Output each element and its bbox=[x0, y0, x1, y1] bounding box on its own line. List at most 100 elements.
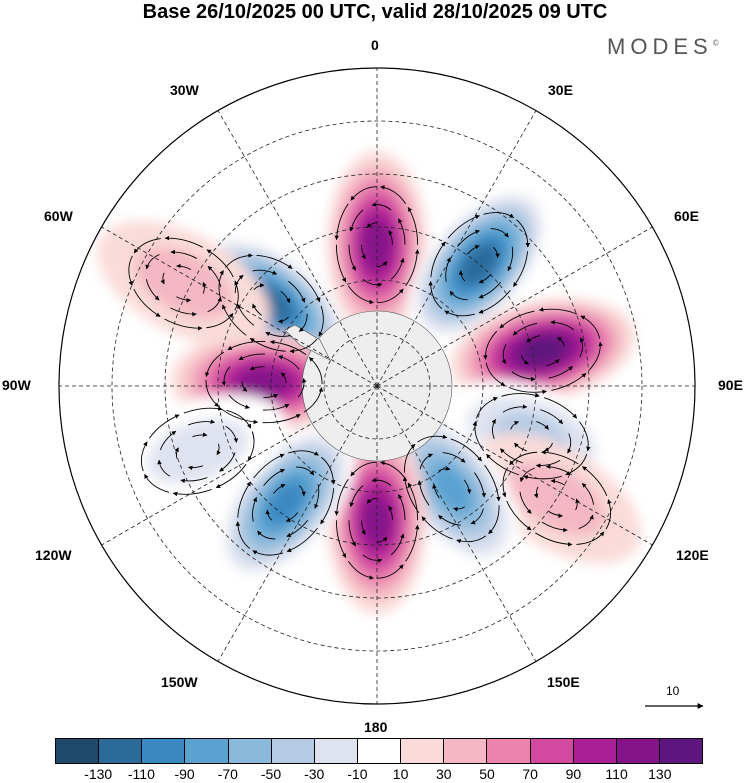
wind-streamline bbox=[417, 480, 430, 506]
lon-label-180: 180 bbox=[364, 719, 388, 735]
wind-streamline bbox=[263, 468, 285, 487]
wind-streamline bbox=[133, 288, 161, 317]
wind-streamline bbox=[458, 270, 466, 282]
wind-streamline bbox=[237, 303, 255, 326]
lon-label-90w: 90W bbox=[2, 377, 31, 393]
wind-streamline bbox=[403, 443, 416, 473]
wind-streamline bbox=[565, 454, 588, 476]
wind-streamline bbox=[538, 307, 578, 315]
wind-streamline bbox=[523, 475, 562, 480]
colorbar-cell bbox=[314, 739, 358, 763]
wind-streamline bbox=[253, 283, 265, 291]
wind-streamline bbox=[491, 419, 497, 440]
colorbar-tick-label: -130 bbox=[84, 766, 113, 782]
wind-streamline bbox=[318, 305, 324, 337]
wind-streamlines bbox=[128, 185, 612, 580]
wind-streamline bbox=[376, 288, 404, 304]
wind-streamline bbox=[541, 450, 579, 465]
wind-streamline bbox=[288, 450, 319, 456]
wind-streamline bbox=[417, 434, 448, 443]
wind-streamline bbox=[141, 441, 148, 472]
wind-streamline bbox=[145, 279, 160, 301]
wind-streamline bbox=[347, 285, 374, 305]
wind-streamline bbox=[160, 272, 165, 285]
wind-reference-label: 10 bbox=[666, 684, 680, 698]
wind-streamline bbox=[273, 483, 286, 494]
wind-streamline bbox=[478, 290, 511, 314]
wind-streamline bbox=[588, 341, 603, 371]
colorbar-cell bbox=[530, 739, 574, 763]
wind-streamline bbox=[334, 478, 349, 516]
wind-streamline bbox=[567, 433, 572, 454]
wind-streamline bbox=[170, 307, 197, 317]
wind-streamline bbox=[502, 404, 528, 413]
wind-streamline bbox=[215, 463, 247, 488]
latitude-circle bbox=[323, 332, 431, 440]
wind-streamline bbox=[398, 218, 406, 245]
wind-streamline bbox=[288, 280, 306, 303]
wind-streamline bbox=[263, 393, 279, 399]
wind-streamline bbox=[128, 255, 133, 286]
colorbar-tick-label: -70 bbox=[217, 766, 238, 782]
wind-streamline bbox=[227, 341, 266, 351]
wind-streamline bbox=[490, 228, 509, 238]
wind-streamline bbox=[206, 312, 234, 329]
wind-streamline bbox=[463, 479, 472, 494]
wind-streamline bbox=[398, 494, 406, 521]
graticule bbox=[59, 68, 695, 704]
wind-streamline bbox=[298, 485, 306, 497]
meridian-line bbox=[376, 385, 653, 546]
colorbar-tick-label: 110 bbox=[605, 766, 628, 782]
anomaly-contour-4-5 bbox=[238, 367, 290, 398]
wind-streamline bbox=[512, 322, 538, 336]
wind-streamline bbox=[546, 359, 560, 367]
wind-streamline bbox=[488, 505, 500, 534]
wind-streamline bbox=[252, 269, 278, 275]
colorbar-cell bbox=[444, 739, 488, 763]
wind-streamline bbox=[380, 185, 407, 204]
wind-streamline bbox=[280, 372, 287, 383]
wind-streamline bbox=[526, 335, 540, 343]
wind-streamline bbox=[247, 431, 255, 462]
wind-streamline bbox=[483, 212, 515, 219]
colorbar-cell bbox=[357, 739, 402, 763]
wind-streamline bbox=[421, 516, 453, 540]
wind-streamline bbox=[388, 230, 393, 245]
wind-streamline bbox=[187, 465, 204, 471]
anomaly-contour-2-6 bbox=[460, 243, 498, 285]
meridian-line bbox=[376, 385, 537, 662]
wind-streamline bbox=[257, 530, 276, 540]
wind-streamline bbox=[548, 511, 563, 518]
wind-streamline bbox=[348, 520, 356, 547]
wind-streamline bbox=[207, 265, 222, 288]
wind-streamline bbox=[228, 394, 250, 409]
colorbar-tick-label: -110 bbox=[127, 766, 155, 782]
wind-streamline bbox=[442, 452, 466, 463]
latitude-circle bbox=[217, 226, 537, 546]
wind-streamline bbox=[133, 238, 161, 254]
wind-streamline bbox=[234, 280, 239, 311]
wind-streamline bbox=[308, 357, 323, 385]
wind-streamline bbox=[380, 460, 407, 480]
lon-label-150e: 150E bbox=[547, 674, 580, 690]
wind-streamline bbox=[470, 508, 484, 525]
wind-streamline bbox=[467, 244, 480, 255]
wind-streamline bbox=[297, 378, 307, 398]
wind-streamline bbox=[349, 485, 364, 508]
colorbar-tick-label: 90 bbox=[565, 766, 582, 782]
wind-streamline bbox=[225, 253, 253, 268]
lon-label-60e: 60E bbox=[674, 208, 699, 224]
wind-streamline bbox=[262, 414, 301, 424]
wind-streamline bbox=[450, 438, 482, 462]
wind-streamline bbox=[579, 421, 591, 452]
wind-streamline bbox=[472, 421, 485, 452]
wind-streamline bbox=[295, 466, 315, 476]
wind-streamline bbox=[320, 488, 335, 525]
colorbar-cell bbox=[616, 739, 660, 763]
colorbar-tick-label: 50 bbox=[479, 766, 495, 782]
wind-streamline bbox=[176, 263, 192, 270]
wind-streamline bbox=[350, 186, 378, 201]
lon-label-150w: 150W bbox=[161, 674, 198, 690]
wind-streamline bbox=[145, 254, 160, 270]
wind-streamline bbox=[533, 486, 539, 499]
